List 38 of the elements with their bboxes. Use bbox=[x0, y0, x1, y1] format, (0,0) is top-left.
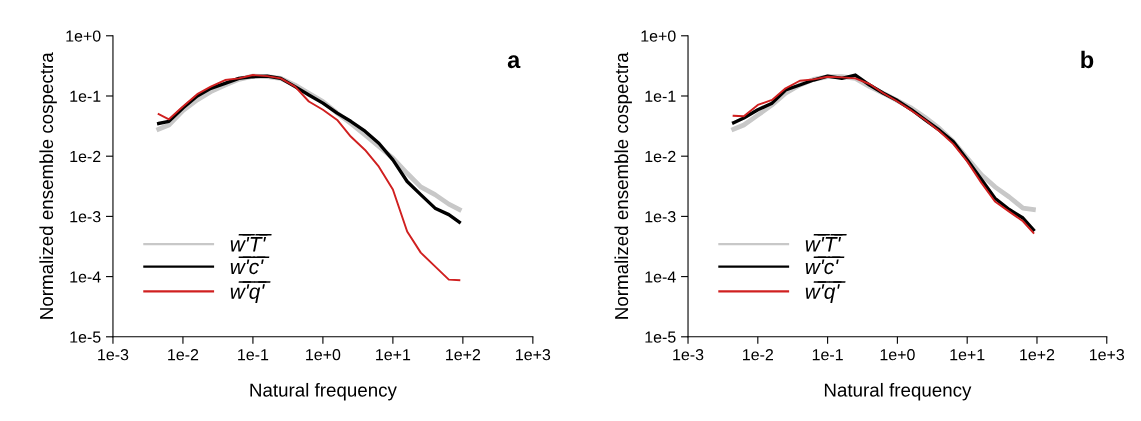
y-tick-label: 1e+0 bbox=[641, 30, 676, 42]
legend-label: w̅'̅q̅'̅ bbox=[805, 281, 846, 303]
annotation: b bbox=[1081, 50, 1094, 69]
y-axis-title: Normalized ensemble cospectra bbox=[614, 52, 632, 319]
x-tick-label: 1e+1 bbox=[950, 349, 985, 361]
y-tick-label: 1e-5 bbox=[645, 331, 676, 343]
x-axis-title: Natural frequency bbox=[824, 382, 972, 401]
legend-label: w̅'̅T̅'̅ bbox=[805, 234, 847, 252]
y-tick-label: 1e-1 bbox=[70, 90, 101, 102]
y-tick-label: 1e+0 bbox=[66, 30, 101, 42]
x-tick-label: 1e+2 bbox=[446, 349, 481, 361]
y-tick-label: 1e-4 bbox=[70, 271, 101, 283]
x-tick-label: 1e-3 bbox=[673, 349, 704, 361]
legend-label: w̅'̅T̅'̅ bbox=[230, 234, 272, 252]
y-tick-label: 1e-2 bbox=[645, 150, 676, 163]
x-axis-title: Natural frequency bbox=[250, 382, 397, 401]
x-tick-label: 1e-1 bbox=[812, 349, 843, 361]
y-axis-title: Normalized ensemble cospectra bbox=[39, 52, 57, 319]
y-tick-label: 1e-4 bbox=[645, 271, 676, 283]
legend-label: w̅'̅c̅'̅ bbox=[805, 256, 845, 275]
x-tick-label: 1e-2 bbox=[743, 349, 773, 361]
y-tick-label: 1e-3 bbox=[645, 211, 676, 223]
x-tick-label: 1e-2 bbox=[168, 349, 199, 361]
x-tick-label: 1e+0 bbox=[306, 349, 341, 361]
legend-label: w̅'̅c̅'̅ bbox=[230, 256, 270, 275]
x-tick-label: 1e+1 bbox=[376, 349, 411, 361]
y-tick-label: 1e-3 bbox=[70, 211, 101, 223]
x-tick-label: 1e+0 bbox=[880, 349, 915, 361]
x-tick-label: 1e+2 bbox=[1020, 349, 1055, 361]
x-tick-label: 1e-1 bbox=[238, 349, 269, 361]
y-tick-label: 1e-5 bbox=[70, 331, 101, 343]
y-tick-label: 1e-1 bbox=[645, 90, 676, 102]
legend-label: w̅'̅q̅'̅ bbox=[230, 281, 271, 303]
x-tick-label: 1e-3 bbox=[98, 349, 129, 361]
x-tick-label: 1e+3 bbox=[516, 349, 551, 361]
y-tick-label: 1e-2 bbox=[70, 150, 101, 163]
x-tick-label: 1e+3 bbox=[1090, 349, 1125, 361]
annotation: a bbox=[507, 55, 521, 69]
